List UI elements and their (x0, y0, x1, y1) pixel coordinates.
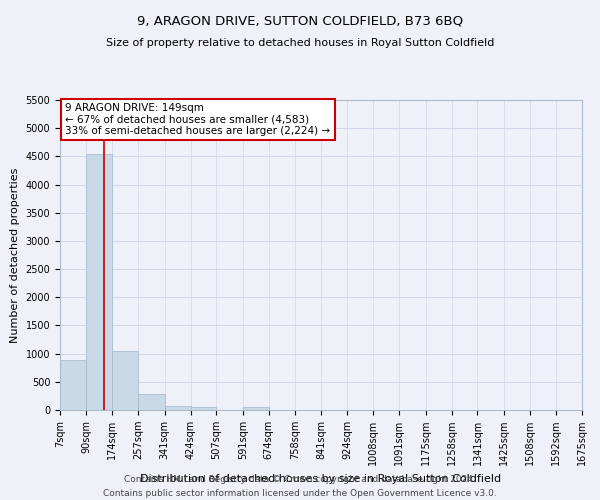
Text: 9, ARAGON DRIVE, SUTTON COLDFIELD, B73 6BQ: 9, ARAGON DRIVE, SUTTON COLDFIELD, B73 6… (137, 15, 463, 28)
Bar (243, 407, 269, 410)
Bar (191, 406, 217, 410)
Bar (164, 406, 191, 410)
Text: Contains HM Land Registry data © Crown copyright and database right 2024.
Contai: Contains HM Land Registry data © Crown c… (103, 476, 497, 498)
Bar (60, 360, 86, 410)
Bar (138, 394, 164, 410)
Bar (86, 154, 112, 410)
Text: Size of property relative to detached houses in Royal Sutton Coldfield: Size of property relative to detached ho… (106, 38, 494, 48)
X-axis label: Distribution of detached houses by size in Royal Sutton Coldfield: Distribution of detached houses by size … (140, 474, 502, 484)
Text: 9 ARAGON DRIVE: 149sqm
← 67% of detached houses are smaller (4,583)
33% of semi-: 9 ARAGON DRIVE: 149sqm ← 67% of detached… (65, 103, 331, 136)
Bar (112, 352, 138, 410)
Y-axis label: Number of detached properties: Number of detached properties (10, 168, 20, 342)
